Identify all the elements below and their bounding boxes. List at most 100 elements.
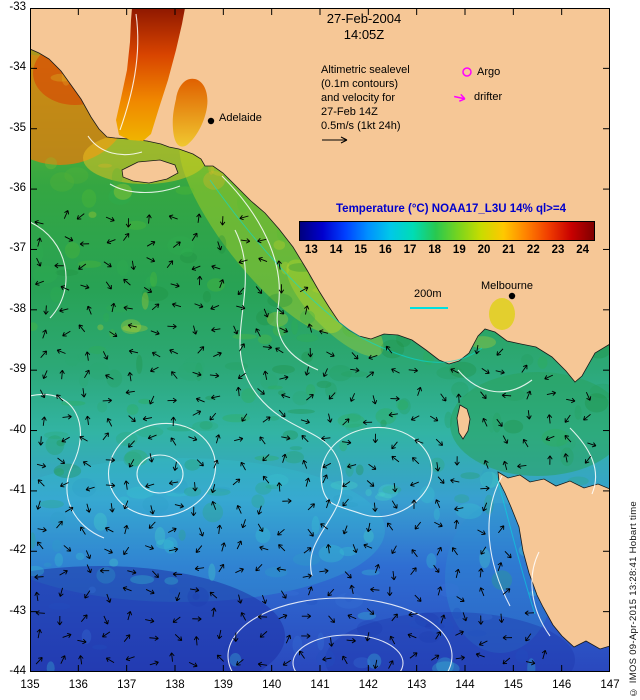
velocity-arrow <box>306 394 314 401</box>
velocity-arrow <box>349 584 355 595</box>
velocity-arrow <box>410 567 417 576</box>
sst-mottle <box>199 421 213 430</box>
velocity-arrow <box>54 262 64 269</box>
sst-mottle <box>96 566 116 584</box>
sst-mottle <box>318 544 345 563</box>
velocity-arrow <box>125 656 135 662</box>
velocity-arrow <box>175 592 181 602</box>
x-tick-label: 144 <box>455 679 475 691</box>
velocity-arrow <box>342 525 348 535</box>
velocity-arrow <box>213 351 222 357</box>
velocity-arrow <box>146 240 156 247</box>
x-tick-label: 136 <box>68 679 88 691</box>
city-dot-melbourne <box>508 292 516 300</box>
velocity-arrow <box>480 391 487 400</box>
sst-mottle <box>541 428 570 447</box>
city-dots <box>207 117 516 300</box>
velocity-arrow <box>57 457 66 465</box>
velocity-arrow <box>450 368 459 374</box>
sst-mottle <box>455 503 483 520</box>
velocity-arrow <box>344 571 352 579</box>
velocity-arrow <box>62 330 71 337</box>
velocity-arrow <box>566 397 576 404</box>
map-frame <box>30 8 610 672</box>
velocity-arrow <box>285 634 292 644</box>
velocity-arrow <box>408 367 418 374</box>
sst-mottle <box>54 468 65 476</box>
sst-mottle <box>283 451 304 464</box>
colorbar-tick-label: 14 <box>329 244 343 256</box>
sst-mottle <box>224 362 248 371</box>
x-tick-label: 140 <box>262 679 282 691</box>
sst-mottle <box>503 388 526 401</box>
velocity-arrow <box>237 594 243 604</box>
sst-mottle <box>574 405 582 420</box>
velocity-arrow <box>213 459 219 469</box>
velocity-arrow <box>307 586 313 596</box>
sst-mottle <box>142 495 169 514</box>
velocity-arrow <box>192 410 202 416</box>
velocity-arrow <box>56 394 64 402</box>
velocity-arrow <box>210 394 221 400</box>
velocity-arrow <box>541 649 547 660</box>
sst-mottle <box>138 398 152 405</box>
sst-mottle <box>273 240 286 250</box>
velocity-arrow <box>478 640 488 646</box>
velocity-arrow <box>389 635 396 645</box>
velocity-arrow <box>298 650 305 659</box>
sst-mottle <box>97 401 108 413</box>
velocity-arrow <box>407 633 417 639</box>
velocity-arrow <box>126 611 133 621</box>
velocity-arrow <box>502 435 509 444</box>
colorbar-tick-label: 21 <box>502 244 516 256</box>
land-kangaroo-island <box>121 159 179 184</box>
velocity-arrow <box>391 441 398 450</box>
velocity-arrow <box>62 414 72 420</box>
velocity-arrow <box>544 374 554 381</box>
velocity-arrow <box>192 482 198 492</box>
land-king-island <box>456 404 471 440</box>
colorbar-tick-label: 22 <box>526 244 540 256</box>
colorbar-tick-label: 18 <box>428 244 442 256</box>
velocity-arrow <box>57 615 63 626</box>
velocity-arrow <box>341 439 352 446</box>
velocity-arrow <box>127 371 133 382</box>
colorbar-tick-label: 17 <box>403 244 417 256</box>
velocity-arrow <box>82 461 92 467</box>
sst-mottle <box>316 380 332 389</box>
velocity-arrow <box>56 348 66 354</box>
velocity-arrow <box>199 527 205 537</box>
velocity-arrow <box>188 436 198 442</box>
sst-mottle <box>192 421 219 432</box>
velocity-arrow <box>193 636 200 646</box>
velocity-arrow <box>151 303 160 311</box>
velocity-arrow <box>368 354 378 360</box>
velocity-arrow <box>346 638 356 644</box>
velocity-arrow <box>435 631 441 640</box>
velocity-arrow <box>545 435 555 441</box>
velocity-arrow <box>85 486 95 492</box>
velocity-arrow <box>391 545 397 554</box>
velocity-arrow <box>325 499 331 509</box>
sst-mottle <box>241 388 256 403</box>
velocity-arrow <box>321 435 331 442</box>
velocity-arrow <box>299 286 309 293</box>
sst-mottle <box>44 431 69 439</box>
argo-float-icon <box>462 67 472 77</box>
velocity-arrow <box>43 305 49 315</box>
map-markers <box>207 67 516 300</box>
sst-mottle <box>266 474 289 487</box>
velocity-arrow <box>61 436 70 443</box>
sst-mottle <box>48 602 71 610</box>
sst-mottle <box>205 395 216 401</box>
y-tick-label: -40 <box>9 423 26 436</box>
sst-mottle <box>52 539 62 552</box>
velocity-arrow <box>85 503 92 513</box>
drifter-label: drifter <box>474 91 503 103</box>
velocity-arrow <box>78 324 86 333</box>
y-tick-label: -37 <box>9 242 26 255</box>
velocity-arrow <box>498 613 505 623</box>
velocity-arrow <box>307 503 315 511</box>
velocity-arrow <box>322 474 328 484</box>
velocity-arrow <box>238 259 248 265</box>
